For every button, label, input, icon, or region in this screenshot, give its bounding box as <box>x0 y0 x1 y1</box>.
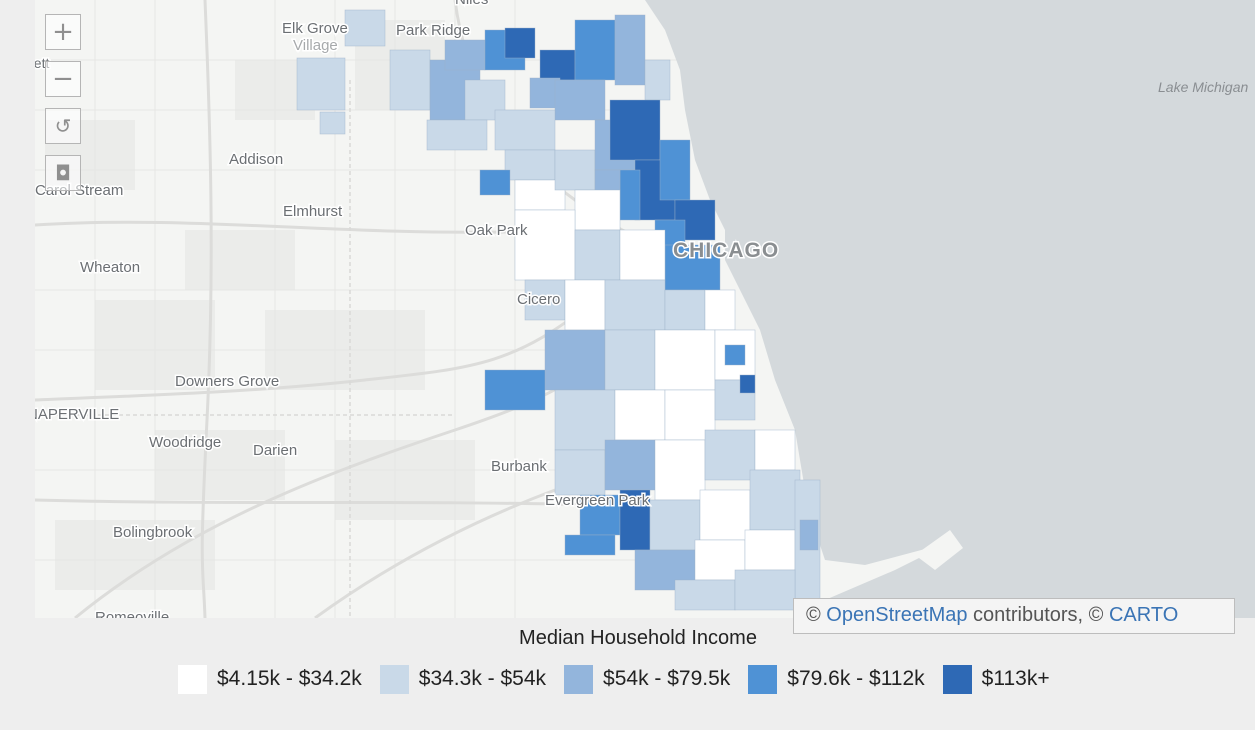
place-label-chicago: CHICAGO <box>673 239 779 262</box>
locate-button[interactable]: ◘ <box>45 155 81 191</box>
legend-label: $113k+ <box>981 667 1050 690</box>
legend-swatch <box>564 664 594 694</box>
legend-item: $113k+ <box>942 664 1050 694</box>
place-label-downers-grove: Downers Grove <box>175 373 279 390</box>
map-canvas[interactable]: Niles Elk Grove Village Park Ridge Addis… <box>35 0 1255 618</box>
place-label-wheaton: Wheaton <box>80 259 140 276</box>
carto-link[interactable]: CARTO <box>1108 604 1179 626</box>
place-label-burbank: Burbank <box>491 458 547 475</box>
place-label-elmhurst: Elmhurst <box>283 203 343 220</box>
place-label-romeoville: Romeoville <box>95 609 169 618</box>
place-label-bolingbrook: Bolingbrook <box>113 524 193 541</box>
basemap: Niles Elk Grove Village Park Ridge Addis… <box>35 0 1255 618</box>
place-label-park-ridge: Park Ridge <box>396 22 470 39</box>
place-label-niles: Niles <box>455 0 488 8</box>
zoom-in-button[interactable]: + <box>45 14 81 50</box>
legend-item: $79.6k - $112k <box>748 664 925 694</box>
place-label-evergreen-park: Evergreen Park <box>545 492 650 509</box>
legend-label: $34.3k - $54k <box>418 667 547 690</box>
legend: $4.15k - $34.2k $34.3k - $54k $54k - $79.5… <box>178 664 1068 694</box>
legend-swatch <box>748 664 778 694</box>
attribution-prefix: © <box>806 604 827 626</box>
place-label-village: Village <box>293 37 338 54</box>
legend-label: $79.6k - $112k <box>787 667 925 690</box>
legend-swatch <box>942 664 972 694</box>
reset-view-button[interactable]: ↺ <box>45 108 81 144</box>
legend-item: $34.3k - $54k <box>379 664 547 694</box>
openstreetmap-link[interactable]: OpenStreetMap <box>826 604 968 626</box>
place-label-oak-park: Oak Park <box>465 222 528 239</box>
legend-swatch <box>178 664 207 694</box>
legend-swatch <box>379 664 409 694</box>
place-label-elk-grove: Elk Grove <box>282 20 348 37</box>
zoom-out-button[interactable]: − <box>45 61 81 97</box>
attribution-middle: contributors, © <box>967 604 1109 626</box>
water-label-lake-michigan: Lake Michigan <box>1158 79 1248 95</box>
place-label-cicero: Cicero <box>517 291 560 308</box>
place-label-naperville: NAPERVILLE <box>35 406 119 423</box>
map-attribution: © OpenStreetMap contributors, © CARTO <box>793 598 1235 634</box>
legend-item: $4.15k - $34.2k <box>178 664 362 694</box>
legend-label: $4.15k - $34.2k <box>217 667 362 690</box>
legend-label: $54k - $79.5k <box>603 667 731 690</box>
place-label-darien: Darien <box>253 442 297 459</box>
place-label-woodridge: Woodridge <box>149 434 221 451</box>
legend-item: $54k - $79.5k <box>564 664 731 694</box>
place-label-addison: Addison <box>229 151 283 168</box>
legend-title: Median Household Income <box>519 627 757 649</box>
